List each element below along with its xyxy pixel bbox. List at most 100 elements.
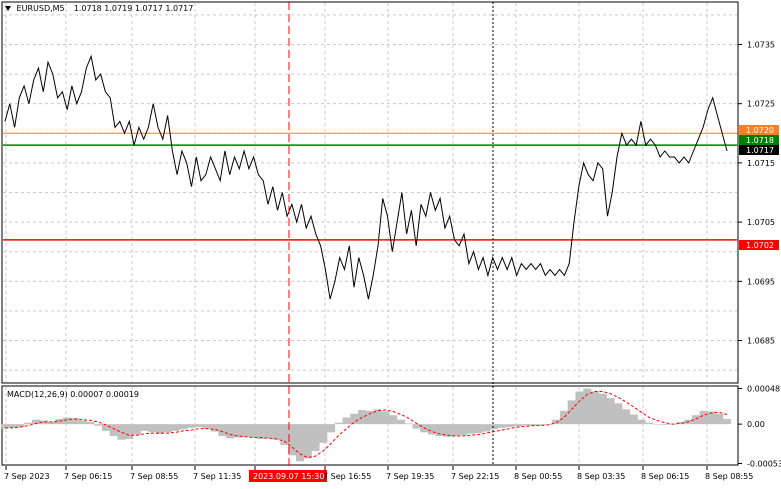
x-tick-label: 8 Sep 08:55 [705,472,753,481]
price-tag-label: 1.0720 [746,126,774,135]
time-axis: 7 Sep 2023 7 Sep 06:15 7 Sep 08:55 7 Sep 11… [4,466,753,482]
macd-bar [241,424,250,437]
macd-bar [32,419,41,425]
x-tick-label: 8 Sep 06:15 [641,472,689,481]
macd-bar [365,410,374,425]
macd-bar [233,424,242,438]
price-tag-label: 1.0718 [746,136,774,145]
x-tick-label: 7 Sep 11:35 [193,472,241,481]
macd-bar [575,391,584,425]
macd-bar [490,424,499,430]
macd-bar [280,424,289,445]
macd-bar [528,424,537,426]
y-tick-label: -0.00053 [747,460,781,469]
macd-bar [319,424,328,443]
price-tag [739,240,779,250]
macd-bar [513,424,522,427]
macd-bar [272,424,281,440]
macd-bar [55,418,64,425]
x-tick-label: 8 Sep 03:35 [577,472,625,481]
y-tick-label: 0.00 [747,420,765,429]
macd-signal-line [5,391,728,459]
macd-bar [295,424,305,462]
x-tick-label: 7 Sep 08:55 [130,472,178,481]
macd-bar [474,424,483,434]
macd-bar [606,398,615,425]
macd-bar [567,400,576,425]
macd-bar [109,424,118,437]
y-tick-label: 1.0715 [747,159,775,168]
macd-bar [311,424,320,451]
x-tick-label: 7 Sep 19:35 [386,472,434,481]
macd-axis: 0.00048 0.00 -0.00053 [738,384,781,469]
macd-bar [552,419,561,425]
macd-bar [86,421,95,425]
macd-bar [559,410,569,425]
macd-bar [637,419,646,425]
macd-bar [350,413,359,425]
ohlc-values: 1.0718 1.0719 1.0717 1.0717 [73,4,194,13]
macd-bar [218,424,227,437]
triangle-down-icon[interactable] [5,6,11,11]
y-tick-label: 0.00048 [747,384,780,393]
macd-bar [660,424,669,425]
macd-bar [676,421,685,425]
macd-pane[interactable]: 0.00048 0.00 -0.00053 [0,384,781,469]
macd-bar [148,424,157,433]
macd-bar [396,419,405,425]
price-pane[interactable]: 1.0735 1.0725 1.0715 1.0705 1.0695 1.0685 1.0… [1,1,779,384]
price-line [4,54,728,300]
macd-bar [707,411,716,425]
x-tick-label: 7 Sep 06:15 [64,472,112,481]
macd-bar [622,409,631,425]
macd-bar [0,424,10,429]
macd-bar [373,409,382,425]
macd-bar [583,388,592,425]
macd-bar [389,415,398,425]
macd-bar [381,411,390,425]
macd-bar [249,424,258,438]
macd-bar [78,420,87,425]
time-highlight-tag [249,470,327,482]
macd-bar [699,410,708,425]
y-tick-label: 1.0685 [747,337,775,346]
macd-bar [435,424,444,437]
y-tick-label: 1.0735 [747,40,775,49]
macd-bar [202,424,211,429]
macd-bar [257,424,266,439]
time-highlight-label: 2023.09.07 15:30 [253,472,324,481]
y-tick-label: 1.0725 [747,100,775,109]
macd-bar [140,424,149,431]
symbol-label: EURUSD,M5 [16,4,65,13]
chart-header: EURUSD,M5 1.0718 1.0719 1.0717 1.0717 [5,4,193,13]
macd-bar [117,424,126,440]
macd-bar [187,424,196,428]
macd-bar [101,424,110,431]
price-tag-label: 1.0702 [746,241,774,250]
macd-bar [590,391,600,425]
macd-bar [288,424,297,456]
x-tick-label: 7 Sep 22:15 [451,472,499,481]
macd-bar [342,417,351,425]
macd-bar [210,424,219,432]
macd-bar [163,424,173,433]
macd-bar [24,422,33,425]
macd-bar [653,424,662,425]
price-tag [739,145,779,155]
macd-bar [16,424,25,428]
macd-bar [132,424,142,435]
macd-bar [451,424,460,437]
y-tick-label: 1.0705 [747,218,775,227]
macd-bar [179,424,188,430]
macd-bar [443,424,452,437]
macd-bar [521,424,530,426]
macd-bar [334,422,343,425]
macd-bar [645,422,654,425]
macd-bar [226,424,235,439]
x-tick-label: 8 Sep 00:55 [514,472,562,481]
macd-bar [497,424,506,428]
macd-bar [412,424,421,429]
macd-bar [629,414,638,425]
macd-bar [125,424,134,439]
